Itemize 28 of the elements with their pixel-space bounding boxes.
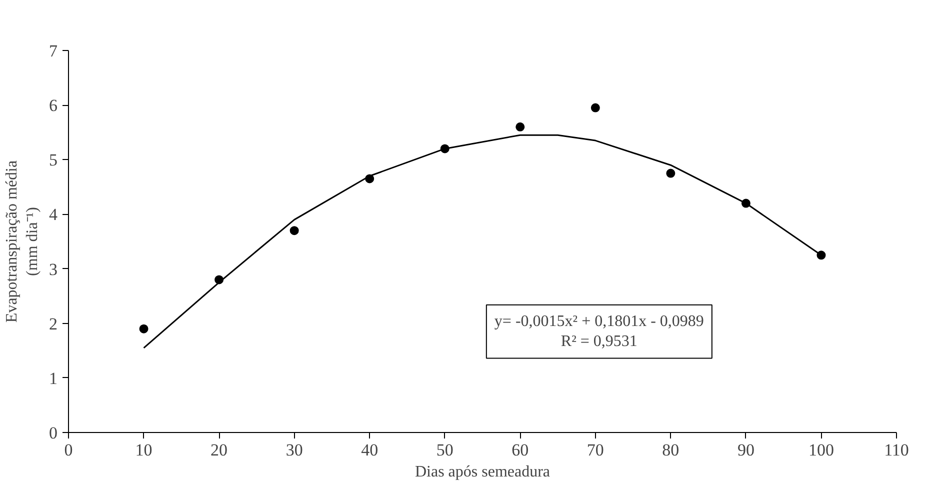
- y-tick-label: 6: [49, 96, 58, 116]
- x-tick-label: 0: [64, 440, 73, 460]
- x-tick-label: 90: [737, 440, 754, 460]
- x-tick-label: 20: [210, 440, 228, 460]
- x-tick-label: 10: [135, 440, 152, 460]
- point: [139, 324, 148, 334]
- x-tick-label: 100: [808, 440, 834, 460]
- x-tick-label: 110: [884, 440, 909, 460]
- x-tick-label: 80: [662, 440, 680, 460]
- y-tick-label: 2: [49, 314, 58, 334]
- point: [666, 168, 676, 178]
- x-tick-label: 40: [361, 440, 378, 460]
- x-tick-label: 50: [436, 440, 454, 460]
- y-tick-label: 5: [49, 150, 58, 170]
- point: [516, 122, 525, 132]
- y-tick-label: 1: [49, 368, 58, 388]
- y-tick-label: 4: [49, 205, 58, 224]
- x-tick-label: 60: [512, 440, 529, 460]
- x-tick-label: 70: [586, 440, 604, 460]
- point: [590, 103, 600, 112]
- point: [290, 226, 299, 236]
- y-tick-label: 7: [49, 42, 58, 60]
- y-tick-label: 3: [49, 260, 58, 279]
- x-tick-label: 30: [286, 440, 303, 460]
- y-tick-label: 0: [49, 424, 58, 442]
- annotation: y= -0,0015x² + 0,1801x - 0,0989 R² = 0,9531: [494, 312, 704, 350]
- y-axis-title: Evapotranspiração média (mm dia⁻¹): [4, 160, 41, 323]
- x-axis-title: Dias após semeadura: [414, 464, 550, 480]
